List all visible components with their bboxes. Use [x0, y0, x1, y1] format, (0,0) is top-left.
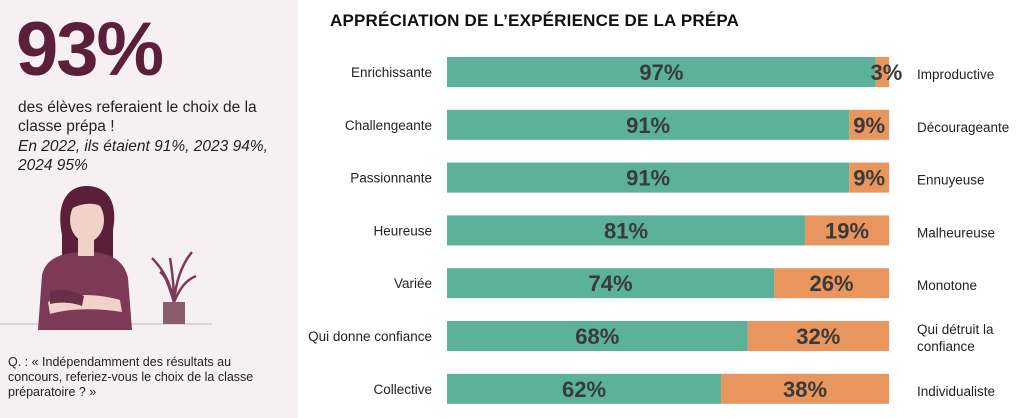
survey-question: Q. : « Indépendamment des résultats au c…	[8, 355, 254, 399]
bar-negative	[721, 373, 889, 404]
category-label-positive: Collective	[373, 382, 432, 397]
category-label-negative: Monotone	[917, 278, 977, 293]
headline-note: En 2022, ils étaient 91%, 2023 94%, 2024…	[18, 138, 268, 174]
category-label-negative: Décourageante	[917, 120, 1009, 135]
student-illustration	[0, 185, 212, 330]
value-label-negative: 38%	[783, 377, 827, 402]
bar-positive	[447, 268, 775, 299]
category-label-positive: Challengeante	[345, 118, 432, 133]
bar-positive	[447, 321, 748, 351]
bar-positive	[447, 373, 722, 404]
category-label-negative: Qui détruit la	[917, 322, 994, 337]
category-label-negative: Ennuyeuse	[917, 173, 985, 188]
category-label-negative: confiance	[917, 339, 975, 354]
value-label-positive: 81%	[604, 218, 648, 243]
bar-negative	[875, 57, 889, 87]
value-label-positive: 62%	[562, 377, 606, 402]
value-label-negative: 9%	[853, 166, 885, 191]
chart-title: APPRÉCIATION DE L’EXPÉRIENCE DE LA PRÉPA	[330, 11, 740, 30]
value-label-negative: 9%	[853, 113, 885, 138]
category-label-positive: Variée	[394, 276, 432, 291]
value-label-negative: 26%	[810, 271, 854, 296]
headline-stat: 93%	[16, 7, 164, 92]
value-label-positive: 91%	[626, 113, 670, 138]
category-label-positive: Qui donne confiance	[308, 329, 432, 344]
category-label-negative: Individualiste	[917, 384, 995, 399]
value-label-positive: 91%	[626, 166, 670, 191]
category-label-positive: Enrichissante	[351, 65, 432, 80]
bar-positive	[447, 215, 806, 246]
value-label-negative: 3%	[870, 60, 902, 85]
category-label-negative: Malheureuse	[917, 225, 995, 240]
bar-negative	[774, 268, 889, 299]
bar-negative	[747, 321, 889, 351]
bar-negative	[849, 162, 889, 193]
headline-text: des élèves referaient le choix de la cla…	[18, 99, 257, 135]
bar-negative	[805, 215, 889, 246]
category-label-positive: Heureuse	[373, 223, 432, 238]
bar-positive	[447, 57, 876, 87]
bar-positive	[447, 162, 850, 193]
value-label-positive: 97%	[639, 60, 683, 85]
value-label-negative: 19%	[825, 218, 869, 243]
value-label-positive: 74%	[589, 271, 633, 296]
category-label-negative: Improductive	[917, 67, 994, 82]
value-label-positive: 68%	[575, 324, 619, 349]
bar-negative	[849, 109, 889, 140]
value-label-negative: 32%	[796, 324, 840, 349]
summary-panel: 93% des élèves referaient le choix de la…	[0, 0, 298, 418]
bar-positive	[447, 109, 850, 140]
category-label-positive: Passionnante	[350, 171, 432, 186]
